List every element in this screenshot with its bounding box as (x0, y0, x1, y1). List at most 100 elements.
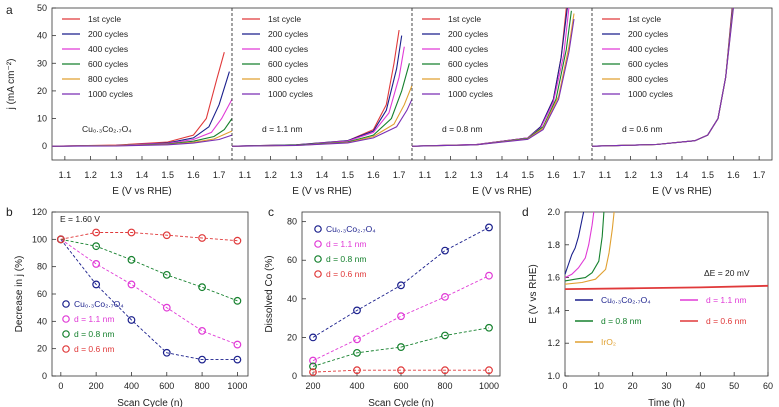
panel-a-xtick-label: 1.6 (187, 170, 200, 180)
panel-d-ylabel: E (V vs RHE) (528, 264, 539, 323)
panel-b-fit-line (60, 232, 238, 242)
panel-a-letter: a (6, 3, 13, 17)
panel-a-legend-label: 200 cycles (88, 29, 128, 39)
panel-a-curve (411, 19, 575, 147)
panel-b-xlabel: Scan Cycle (n) (117, 398, 183, 407)
panel-b-ytick-label: 20 (37, 344, 47, 354)
panel-d-xtick-label: 60 (763, 381, 773, 391)
panel-a-ytick-label: 0 (42, 141, 47, 151)
panel-d-xtick-label: 20 (628, 381, 638, 391)
panel-d-ytick-label: 2.0 (547, 207, 560, 217)
panel-d-legend-label: IrO₂ (601, 337, 616, 347)
panel-c-legend-marker (314, 240, 322, 248)
panel-b-annotation: E = 1.60 V (60, 214, 100, 224)
panel-d-xlabel: Time (h) (648, 398, 685, 407)
panel-a-curve (51, 118, 233, 147)
panel-c-xlabel: Scan Cycle (n) (368, 398, 434, 407)
panel-a-curve (51, 52, 225, 147)
panel-a-legend-label: 600 cycles (88, 59, 128, 69)
panel-b-legend-label: d = 1.1 nm (74, 314, 114, 324)
panel-c-xtick-label: 800 (437, 381, 452, 391)
panel-c-point (441, 246, 449, 255)
panel-a-curve (231, 46, 405, 147)
panel-b-point (92, 260, 101, 268)
panel-a-xtick-label: 1.5 (341, 170, 354, 180)
panel-c-point (397, 312, 405, 321)
panel-b-ytick-label: 80 (37, 262, 47, 272)
panel-b-fit-line (60, 238, 238, 302)
panel-a-xtick-label: 1.2 (84, 170, 97, 180)
panel-b: 0 200 400 600 800 1000 0 20 40 60 80 100 120 Scan Cyc… (14, 207, 249, 407)
panel-a-legend-label: 400 cycles (448, 44, 488, 54)
panel-b-point (162, 231, 171, 240)
panel-a-xtick-label: 1.1 (599, 170, 612, 180)
panel-a-xtick-label: 1.1 (419, 170, 432, 180)
panel-d-xtick-label: 40 (695, 381, 705, 391)
panel-b-xtick-label: 600 (159, 381, 174, 391)
panel-c-legend-marker (314, 255, 322, 263)
panel-b-point (127, 280, 136, 289)
panel-d-xtick-label: 0 (562, 381, 567, 391)
panel-c-point (309, 356, 317, 365)
panel-b-ytick-label: 100 (32, 234, 47, 244)
panel-d-letter: d (522, 205, 529, 219)
panel-d: 0 10 20 30 40 50 60 1.0 1.2 1.4 1.6 1.8 2.0 Time (h) E… (528, 207, 773, 407)
panel-a-subplot-label: Cu₀.₃Co₂.₇O₄ (82, 124, 132, 134)
panel-a-legend-label: 1st cycle (88, 14, 121, 24)
panel-a-legend-label: 600 cycles (628, 59, 668, 69)
panel-c-point (397, 281, 405, 290)
panel-c-legend-label: d = 1.1 nm (326, 239, 366, 249)
panel-a-legend-label: 600 cycles (448, 59, 488, 69)
panel-b-point (233, 340, 242, 349)
panel-a-legend-label: 200 cycles (268, 29, 308, 39)
panel-a-xtick-label: 1.3 (110, 170, 123, 180)
panel-b-point (162, 348, 171, 357)
panel-d-legend-label: d = 0.6 nm (706, 316, 746, 326)
panel-a-xtick-label: 1.7 (753, 170, 766, 180)
panel-d-xtick-label: 10 (594, 381, 604, 391)
panel-c-point (309, 333, 317, 342)
panel-b-legend-label: Cu₀.₃Co₂.₇O₄ (74, 299, 124, 309)
panel-a-curve (231, 98, 413, 147)
panel-d-curve (564, 211, 585, 275)
panel-b-point (233, 296, 242, 305)
panel-a-xtick-label: 1.6 (547, 170, 560, 180)
panel-b-point (162, 270, 171, 279)
panel-c-legend-label: d = 0.8 nm (326, 254, 366, 264)
panel-b-point (92, 280, 101, 289)
panel-a-xtick-label: 1.2 (444, 170, 457, 180)
panel-c-ytick-label: 60 (287, 255, 297, 265)
panel-d-frame (564, 211, 769, 377)
panel-b-point (56, 235, 65, 244)
panel-c-legend-label: d = 0.6 nm (326, 269, 366, 279)
panel-a-xtick-label: 1.7 (213, 170, 226, 180)
panel-a-legend-label: 1000 cycles (88, 89, 133, 99)
panel-c-point (353, 306, 361, 315)
panel-b-ytick-label: 40 (37, 316, 47, 326)
panel-c-xtick-label: 600 (393, 381, 408, 391)
panel-a-legend-label: 600 cycles (268, 59, 308, 69)
panel-b-legend-label: d = 0.6 nm (74, 344, 114, 354)
panel-c-legend-marker (314, 270, 322, 278)
panel-b-point (127, 228, 136, 237)
panel-a-legend-label: 200 cycles (448, 29, 488, 39)
panel-a-legend-label: 1000 cycles (268, 89, 313, 99)
panel-a-curve (51, 98, 233, 147)
panel-c-point (441, 331, 449, 340)
panel-d-curve (564, 211, 595, 279)
panel-b-xtick-label: 200 (89, 381, 104, 391)
panel-a-legend-label: 400 cycles (88, 44, 128, 54)
panel-c-point (309, 368, 317, 377)
panel-c-point (353, 366, 361, 375)
panel-a-legend-label: 800 cycles (628, 74, 668, 84)
panel-c-ylabel: Dissolved Co (%) (264, 255, 275, 332)
panel-d-ytick-label: 1.4 (547, 305, 560, 315)
panel-c-ytick-label: 0 (292, 371, 297, 381)
panel-c-point (485, 223, 493, 232)
panel-b-point (233, 236, 242, 245)
panel-a-legend-label: 1000 cycles (448, 89, 493, 99)
panel-d-xtick-label: 30 (661, 381, 671, 391)
panel-a-xtick-label: 1.6 (367, 170, 380, 180)
panel-a-subplot-label: d = 0.8 nm (442, 124, 482, 134)
